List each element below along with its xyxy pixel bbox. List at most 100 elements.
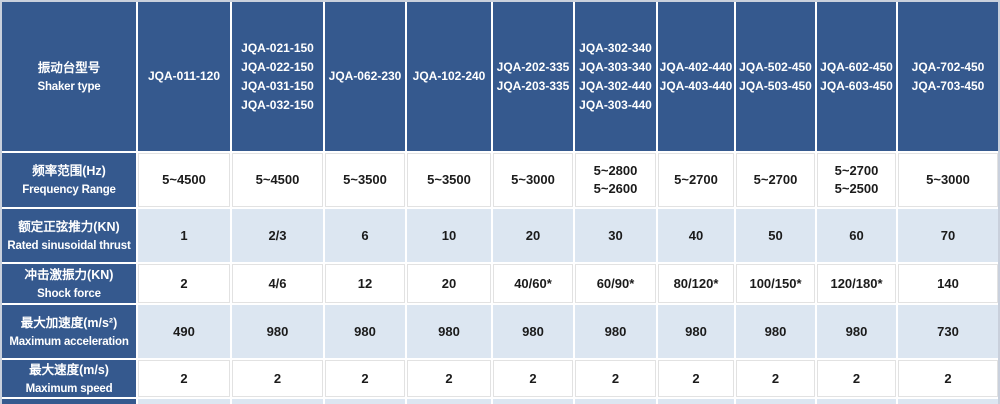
row-label-frequency-range: 频率范围(Hz) Frequency Range [2, 153, 138, 209]
shaker-model: JQA-702-450 [911, 59, 985, 74]
cell-value: 2/3 [268, 227, 287, 243]
cell-value: 80/120* [673, 275, 719, 291]
cell-value: 980 [764, 323, 787, 339]
cell-value: 2 [944, 370, 952, 386]
partial-row-cell [493, 399, 575, 404]
cell-frequency-range-col-7: 5~2700 [658, 153, 736, 209]
cell-maximum-acceleration-col-3: 980 [325, 305, 407, 360]
header-label-zh: 振动台型号 [37, 60, 101, 75]
cell-value: 730 [937, 323, 959, 339]
shaker-model: JQA-022-150 [241, 59, 314, 74]
cell-value: 5~2700 [834, 163, 879, 178]
shaker-model: JQA-202-335 [496, 59, 570, 74]
header-col-2: JQA-021-150 JQA-022-150 JQA-031-150 JQA-032… [232, 2, 325, 153]
partial-row-cell [817, 399, 898, 404]
shaker-model: JQA-021-150 [241, 40, 314, 55]
cell-shock-force-col-1: 2 [138, 264, 232, 305]
cell-value: 5~4500 [255, 172, 300, 187]
cell-frequency-range-col-8: 5~2700 [736, 153, 817, 209]
cell-value: 2 [529, 370, 537, 386]
row-label-en: Maximum speed [25, 382, 113, 395]
row-label-en: Rated sinusoidal thrust [7, 239, 131, 252]
cell-value: 100/150* [749, 275, 802, 291]
cell-maximum-speed-col-10: 2 [898, 360, 998, 399]
row-label-en: Frequency Range [22, 184, 116, 196]
shaker-model: JQA-032-150 [241, 97, 314, 112]
cell-value: 5~4500 [162, 172, 206, 187]
shaker-model: JQA-102-240 [412, 69, 486, 83]
row-label-maximum-speed: 最大速度(m/s) Maximum speed [2, 360, 138, 399]
cell-maximum-acceleration-col-7: 980 [658, 305, 736, 360]
shaker-model: JQA-703-450 [911, 78, 985, 93]
shaker-model: JQA-402-440 [659, 59, 733, 74]
row-label-en: Maximum acceleration [9, 335, 129, 348]
cell-value: 980 [266, 323, 289, 339]
cell-value: 2 [273, 370, 282, 386]
cell-value: 2 [180, 370, 188, 386]
cell-maximum-speed-col-6: 2 [575, 360, 658, 399]
cell-maximum-speed-col-9: 2 [817, 360, 898, 399]
cell-maximum-acceleration-col-1: 490 [138, 305, 232, 360]
cell-value: 5~3500 [427, 172, 471, 187]
cell-maximum-speed-col-2: 2 [232, 360, 325, 399]
partial-row-cell [325, 399, 407, 404]
cell-maximum-acceleration-col-5: 980 [493, 305, 575, 360]
cell-value: 490 [173, 323, 195, 339]
cell-rated-sinusoidal-thrust-col-2: 2/3 [232, 209, 325, 264]
shaker-model: JQA-062-230 [328, 69, 402, 83]
cell-value: 5~3000 [511, 172, 555, 187]
cell-maximum-speed-col-8: 2 [736, 360, 817, 399]
header-col-10: JQA-702-450 JQA-703-450 [898, 2, 998, 153]
cell-maximum-speed-col-1: 2 [138, 360, 232, 399]
cell-value: 980 [438, 323, 460, 339]
row-label-en: Shock force [37, 287, 101, 300]
cell-value: 12 [357, 275, 373, 291]
cell-value: 120/180* [830, 275, 883, 291]
cell-value: 4/6 [268, 275, 287, 291]
cell-value: 6 [361, 227, 369, 243]
partial-row-cell [736, 399, 817, 404]
cell-value: 5~2500 [834, 181, 879, 196]
cell-value: 2 [692, 370, 700, 386]
header-col-6: JQA-302-340 JQA-303-340 JQA-302-440 JQA-303… [575, 2, 658, 153]
partial-row-cell [575, 399, 658, 404]
cell-rated-sinusoidal-thrust-col-1: 1 [138, 209, 232, 264]
cell-maximum-speed-col-3: 2 [325, 360, 407, 399]
partial-row-label [2, 399, 138, 404]
cell-maximum-acceleration-col-4: 980 [407, 305, 493, 360]
cell-value: 10 [441, 227, 457, 243]
cell-shock-force-col-3: 12 [325, 264, 407, 305]
shaker-model: JQA-302-340 [579, 40, 652, 55]
cell-shock-force-col-6: 60/90* [575, 264, 658, 305]
cell-value: 1 [180, 227, 188, 243]
header-col-4: JQA-102-240 [407, 2, 493, 153]
cell-maximum-speed-col-4: 2 [407, 360, 493, 399]
cell-value: 980 [354, 323, 376, 339]
cell-shock-force-col-8: 100/150* [736, 264, 817, 305]
cell-rated-sinusoidal-thrust-col-3: 6 [325, 209, 407, 264]
cell-rated-sinusoidal-thrust-col-8: 50 [736, 209, 817, 264]
cell-rated-sinusoidal-thrust-col-5: 20 [493, 209, 575, 264]
cell-maximum-acceleration-col-10: 730 [898, 305, 998, 360]
shaker-model: JQA-203-335 [496, 78, 570, 93]
cell-value: 30 [608, 227, 623, 243]
cell-value: 980 [522, 323, 544, 339]
row-label-zh: 频率范围(Hz) [32, 164, 106, 178]
cell-maximum-acceleration-col-6: 980 [575, 305, 658, 360]
partial-row-cell [658, 399, 736, 404]
cell-value: 2 [771, 370, 780, 386]
cell-value: 20 [525, 227, 541, 243]
cell-frequency-range-col-2: 5~4500 [232, 153, 325, 209]
row-label-zh: 最大加速度(m/s²) [20, 315, 118, 330]
cell-value: 2 [611, 370, 620, 386]
shaker-model: JQA-503-450 [739, 78, 812, 93]
cell-value: 980 [845, 323, 868, 339]
cell-shock-force-col-5: 40/60* [493, 264, 575, 305]
header-col-8: JQA-502-450 JQA-503-450 [736, 2, 817, 153]
cell-frequency-range-col-4: 5~3500 [407, 153, 493, 209]
cell-shock-force-col-9: 120/180* [817, 264, 898, 305]
cell-value: 5~2600 [593, 181, 638, 196]
row-label-zh: 最大速度(m/s) [29, 362, 109, 377]
